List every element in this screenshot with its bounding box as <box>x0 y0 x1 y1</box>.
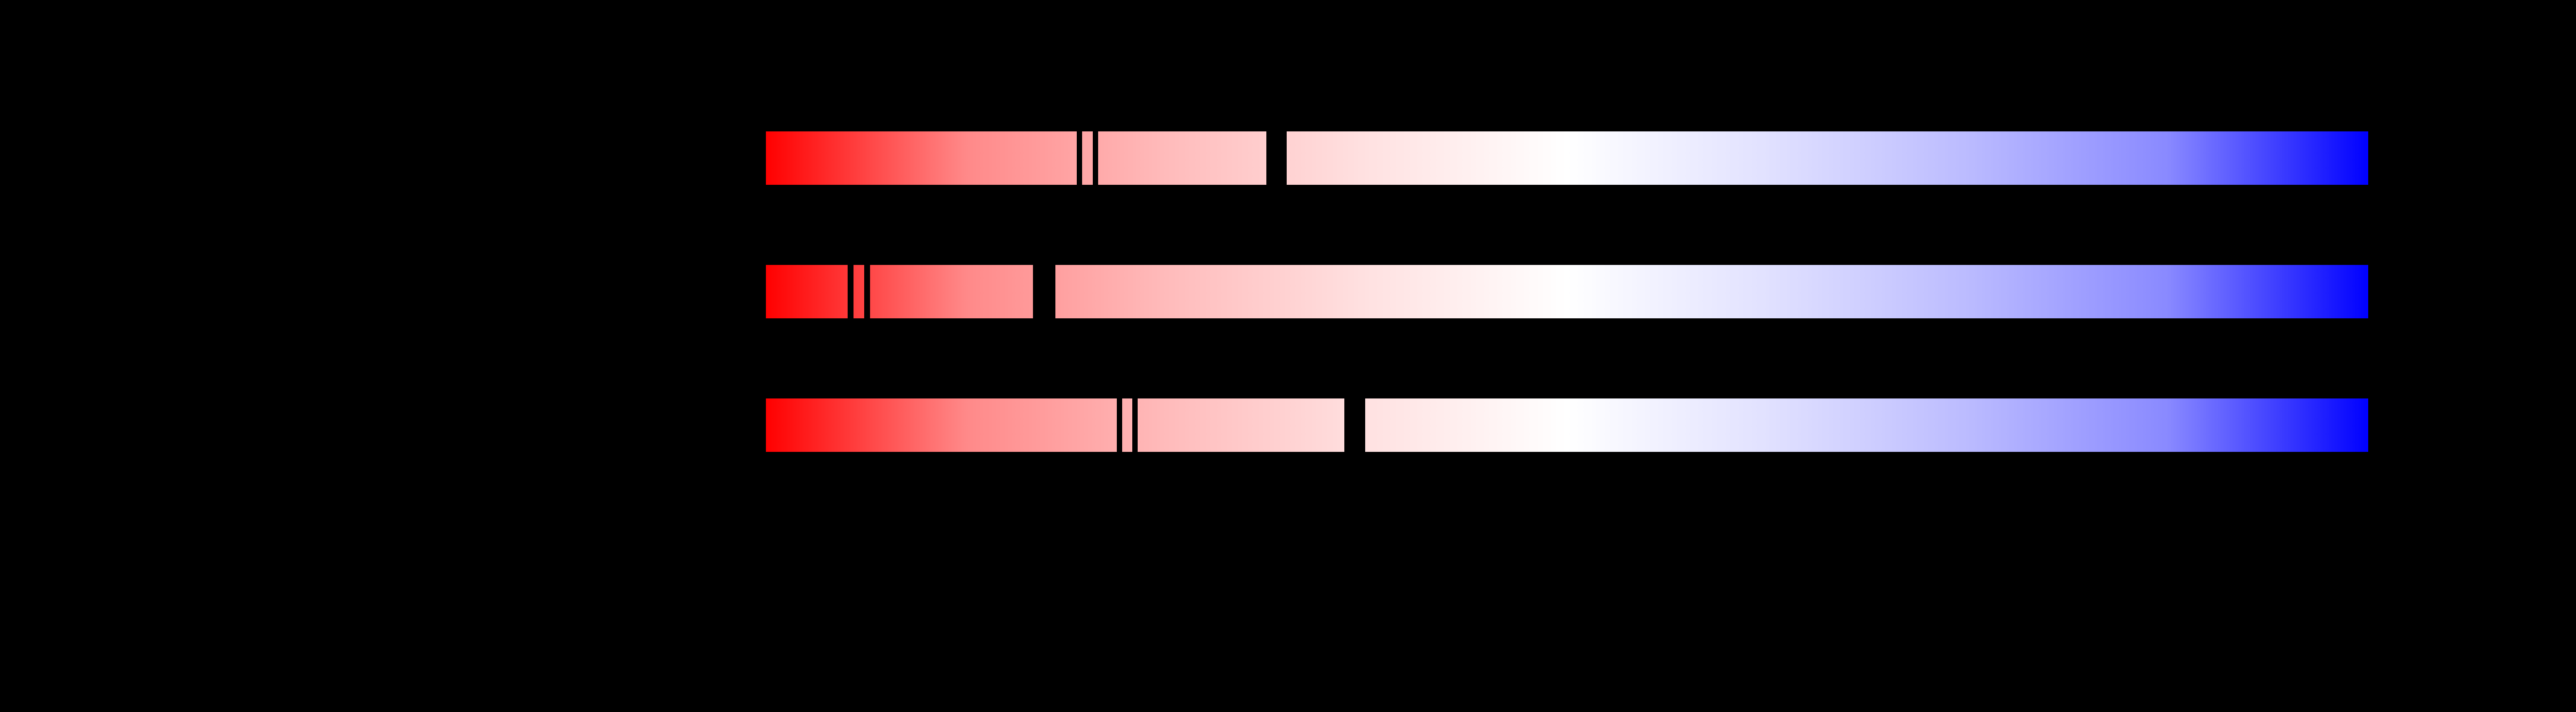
colorbar-row-3 <box>766 398 2368 452</box>
colorbar-row-1 <box>766 131 2368 185</box>
tick-mark <box>1132 398 1138 452</box>
tick-mark <box>864 265 870 318</box>
tick-mark <box>1077 131 1082 185</box>
tick-mark <box>1266 131 1287 185</box>
tick-mark <box>1344 398 1365 452</box>
tick-mark <box>848 265 854 318</box>
tick-mark <box>1093 131 1098 185</box>
colorbar-row-2 <box>766 265 2368 318</box>
tick-mark <box>1033 265 1055 318</box>
tick-mark <box>1117 398 1122 452</box>
